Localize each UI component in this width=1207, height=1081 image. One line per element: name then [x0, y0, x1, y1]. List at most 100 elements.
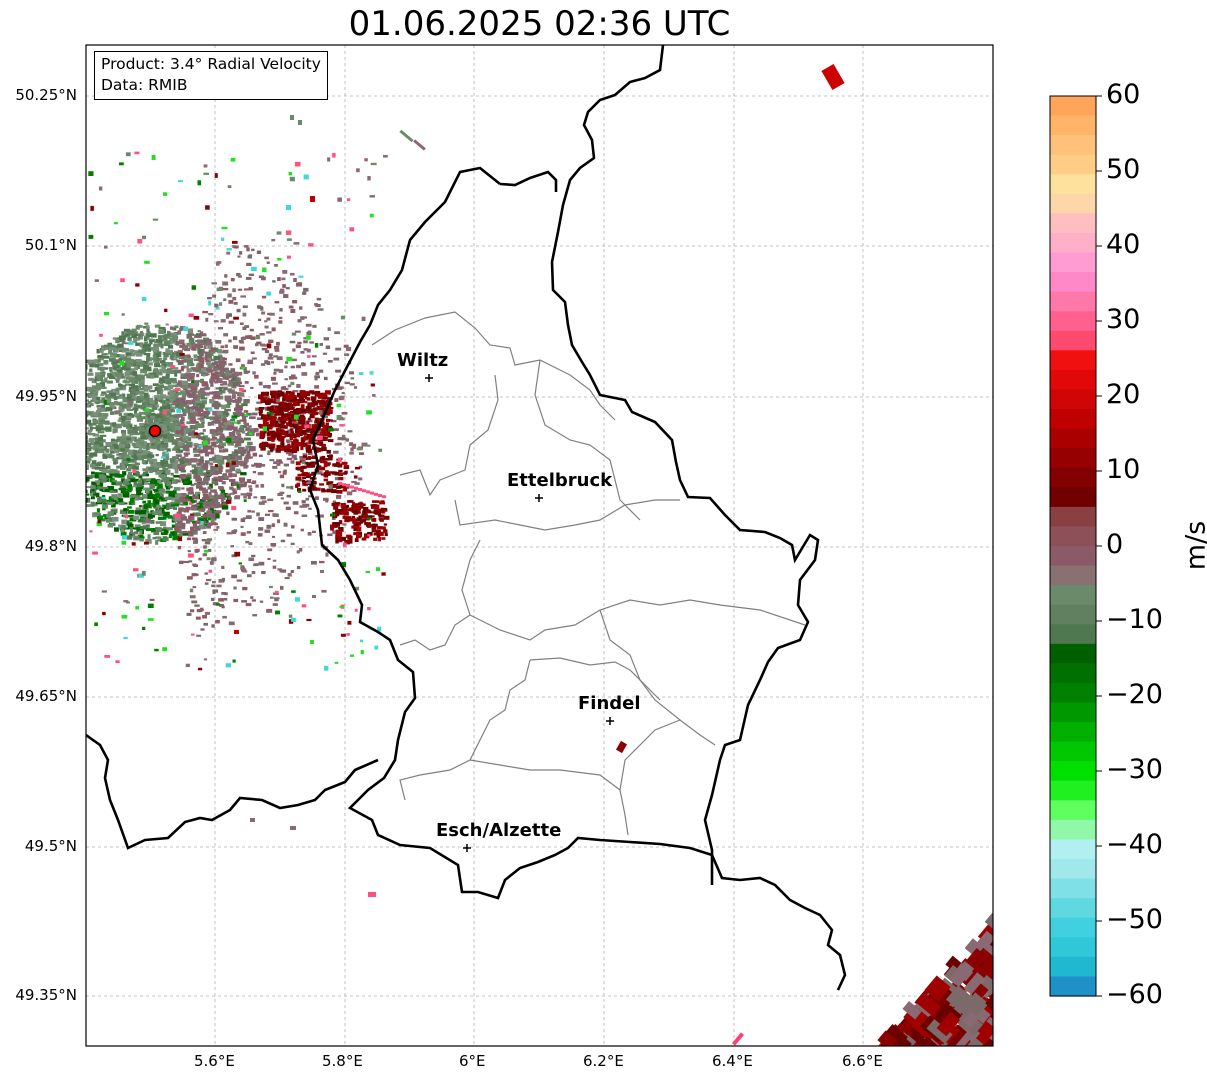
radar-echo-cell: [71, 413, 75, 417]
radar-echo-cell: [147, 618, 154, 621]
radar-echo-cell: [239, 322, 244, 325]
radar-echo-cell: [275, 610, 281, 615]
radar-echo-cell: [174, 513, 181, 518]
radar-echo-cell: [188, 433, 192, 437]
radar-echo-cell: [352, 501, 356, 506]
radar-echo-cell: [367, 523, 372, 528]
radar-echo-cell: [182, 411, 187, 417]
radar-echo-cell: [336, 442, 342, 446]
radar-echo-cell: [206, 351, 210, 355]
radar-echo-cell: [272, 382, 278, 385]
radar-echo-cell: [375, 567, 380, 571]
colorbar-segment: [1050, 682, 1096, 704]
radar-echo-cell: [212, 497, 219, 503]
radar-echo-cell: [132, 469, 136, 473]
radar-echo-cell: [191, 405, 198, 410]
radar-echo-cell: [118, 383, 122, 387]
radar-echo-cell: [109, 404, 115, 409]
radar-echo-cell: [114, 449, 120, 454]
radar-echo-cell: [109, 446, 114, 449]
radar-echo-cell: [269, 459, 275, 462]
radar-echo-cell: [383, 155, 388, 158]
radar-echo-cell: [145, 445, 150, 451]
radar-echo-cell: [175, 422, 181, 426]
radar-echo-cell: [258, 396, 264, 399]
colorbar-segment: [1050, 526, 1096, 547]
radar-echo-cell: [341, 511, 348, 515]
radar-echo-cell: [261, 295, 267, 299]
radar-echo-cell: [949, 960, 975, 987]
radar-echo-cell: [158, 326, 166, 330]
radar-echo-cell: [191, 344, 196, 349]
radar-echo-cell: [984, 913, 993, 935]
radar-echo-cell: [147, 454, 155, 458]
radar-echo-cell: [222, 281, 229, 286]
radar-echo-cell: [199, 404, 205, 409]
radar-echo-cell: [267, 411, 273, 415]
radar-echo-cell: [165, 502, 173, 507]
radar-echo-cell: [311, 439, 318, 442]
colorbar-segment: [1050, 252, 1096, 273]
radar-echo-cell: [141, 431, 148, 435]
radar-echo-cell: [76, 459, 81, 462]
radar-echo-cell: [134, 374, 140, 379]
radar-echo-cell: [142, 406, 147, 411]
radar-echo-cell: [65, 435, 70, 440]
radar-echo-cell: [189, 487, 194, 491]
colorbar-unit-label: m/s: [1180, 520, 1207, 571]
radar-echo-cell: [187, 390, 194, 393]
radar-echo-cell: [204, 497, 210, 501]
radar-echo-cell: [173, 414, 178, 418]
radar-echo-cell: [290, 428, 294, 432]
radar-echo-cell: [191, 531, 198, 535]
radar-echo-cell: [325, 499, 329, 503]
radar-echo-cell: [179, 493, 187, 497]
radar-echo-cell: [222, 349, 229, 354]
radar-echo-cell: [177, 520, 183, 524]
radar-echo-cell: [305, 397, 309, 400]
radar-echo-cell: [286, 440, 290, 443]
radar-echo-cell: [94, 512, 100, 516]
radar-echo-cell: [378, 517, 384, 520]
radar-echo-cell: [185, 506, 191, 511]
radar-echo-cell: [149, 598, 155, 601]
radar-echo-cell: [223, 333, 229, 337]
radar-echo-cell: [191, 285, 196, 290]
radar-echo-cell: [202, 374, 206, 377]
radar-echo-cell: [169, 491, 177, 494]
radar-echo-cell: [208, 369, 216, 372]
radar-echo-cell: [232, 481, 239, 486]
radar-echo-cell: [266, 343, 272, 349]
colorbar-tick-label: −40: [1106, 829, 1163, 860]
radar-echo-cell: [133, 424, 137, 427]
radar-echo-cell: [182, 438, 186, 443]
radar-echo-cell: [142, 450, 148, 455]
radar-echo-cell: [361, 316, 366, 321]
radar-echo-cell: [202, 501, 207, 506]
radar-echo-cell: [137, 324, 141, 328]
radar-echo-cell: [178, 525, 186, 530]
radar-echo-cell: [248, 432, 253, 436]
radar-echo-cell: [263, 399, 270, 403]
radar-echo-cell: [86, 498, 91, 503]
radar-echo-cell: [234, 630, 239, 634]
radar-echo-cell: [136, 378, 141, 382]
radar-echo-cell: [287, 433, 292, 437]
radar-echo-cell: [79, 457, 86, 462]
radar-echo-cell: [144, 408, 150, 412]
radar-echo-cell: [212, 581, 216, 584]
radar-echo-cell: [189, 425, 197, 429]
radar-echo-cell: [250, 449, 254, 452]
radar-echo-cell: [242, 517, 246, 520]
radar-echo-cell: [263, 430, 267, 434]
radar-echo-cell: [220, 383, 224, 386]
radar-echo-cell: [99, 333, 103, 337]
radar-echo-cell: [168, 505, 175, 509]
radar-echo-cell: [367, 607, 371, 611]
radar-echo-cell: [194, 445, 198, 449]
radar-echo-cell: [79, 398, 85, 400]
radar-echo-cell: [74, 476, 78, 480]
radar-echo-cell: [233, 453, 238, 457]
radar-echo-cell: [163, 511, 170, 517]
radar-echo-cell: [108, 349, 113, 355]
